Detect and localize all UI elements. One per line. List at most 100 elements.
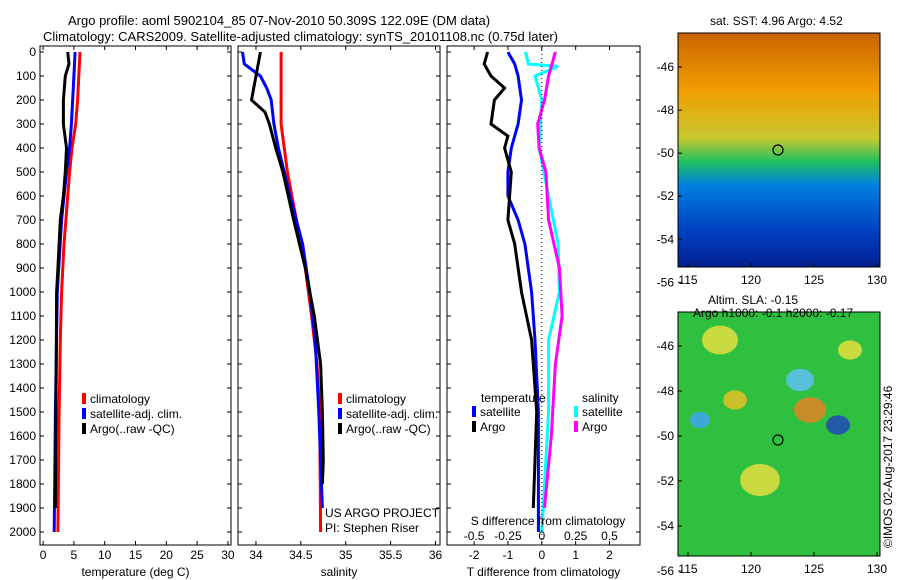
y-tick-label: 900 bbox=[16, 261, 36, 275]
y-tick-label: 700 bbox=[16, 213, 36, 227]
panel-frame-0 bbox=[39, 45, 232, 546]
map-top-profile-marker bbox=[772, 144, 784, 156]
map-top-label: sat. SST: 4.96 Argo: 4.52 bbox=[710, 14, 843, 28]
legend-item: satellite-adj. clim. bbox=[90, 407, 182, 421]
lon-tick-label: 130 bbox=[867, 273, 887, 287]
y-tick-label: 1400 bbox=[9, 381, 36, 395]
sla-anomaly bbox=[702, 325, 738, 355]
x-tick-label: 10 bbox=[98, 548, 112, 562]
x2-tick-label: -0.25 bbox=[494, 529, 522, 543]
lon-tick-label: 125 bbox=[804, 273, 824, 287]
x-tick-label: 0 bbox=[538, 548, 545, 562]
y-tick-label: 0 bbox=[29, 45, 36, 59]
legend-title-t: temperature bbox=[481, 391, 546, 405]
series-line-t-argo bbox=[482, 51, 539, 509]
series-line-climatology bbox=[279, 52, 323, 533]
y-tick-label: 600 bbox=[16, 189, 36, 203]
lon-tick-label: 115 bbox=[678, 273, 697, 287]
y-tick-label: 1500 bbox=[9, 405, 36, 419]
x-tick-label: 34 bbox=[249, 548, 263, 562]
map-top-image bbox=[677, 32, 881, 268]
x-axis-label: salinity bbox=[321, 565, 358, 579]
lat-tick-label: -48 bbox=[657, 103, 675, 117]
x-tick-label: 30 bbox=[221, 548, 235, 562]
y-tick-label: 400 bbox=[16, 141, 36, 155]
legend-item-swatch bbox=[574, 406, 578, 417]
y-tick-label: 1700 bbox=[9, 453, 36, 467]
legend-item-swatch bbox=[82, 393, 86, 404]
lat-tick-label: -48 bbox=[657, 384, 675, 398]
panel-frame-2 bbox=[446, 45, 641, 546]
y-tick-label: 1000 bbox=[9, 285, 36, 299]
lat-tick-label: -52 bbox=[657, 474, 675, 488]
legend-item-swatch bbox=[82, 408, 86, 419]
legend-item: climatology bbox=[90, 392, 150, 406]
x2-tick-label: 0 bbox=[538, 529, 545, 543]
lon-tick-label: 130 bbox=[867, 562, 887, 576]
legend-item: Argo(..raw -QC) bbox=[346, 422, 431, 436]
legend-item: Argo(..raw -QC) bbox=[90, 422, 175, 436]
sla-anomaly bbox=[740, 464, 780, 496]
x-tick-label: 20 bbox=[160, 548, 174, 562]
x2-tick-label: 0.25 bbox=[564, 529, 588, 543]
series-line-s-satellite bbox=[524, 51, 561, 533]
y-tick-label: 500 bbox=[16, 165, 36, 179]
x-tick-label: 36 bbox=[429, 548, 443, 562]
x-tick-label: 2 bbox=[606, 548, 613, 562]
lat-tick-label: -52 bbox=[657, 189, 675, 203]
x-tick-label: 15 bbox=[129, 548, 143, 562]
series-line-argo bbox=[53, 51, 71, 509]
map-bottom-label2: Argo h1000: -0.1 h2000: -0.17 bbox=[693, 306, 854, 320]
lat-tick-label: -50 bbox=[657, 429, 675, 443]
y-tick-label: 1100 bbox=[10, 309, 36, 323]
lon-tick-label: 125 bbox=[804, 562, 824, 576]
legend-title-s: salinity bbox=[582, 391, 619, 405]
y-tick-label: 800 bbox=[16, 237, 36, 251]
lat-tick-label: -46 bbox=[657, 339, 675, 353]
series-line-satellite-adj-clim- bbox=[241, 51, 324, 509]
legend-item: Argo bbox=[480, 420, 506, 434]
lon-tick-label: 120 bbox=[741, 273, 761, 287]
x-tick-label: 35 bbox=[339, 548, 353, 562]
legend-item: climatology bbox=[346, 392, 406, 406]
x-tick-label: 35.5 bbox=[379, 548, 403, 562]
lat-tick-label: -54 bbox=[657, 232, 675, 246]
legend-item-swatch bbox=[338, 408, 342, 419]
project-line1: US ARGO PROJECT bbox=[325, 506, 440, 520]
sla-anomaly bbox=[794, 397, 826, 423]
x2-tick-label: -0.5 bbox=[464, 529, 485, 543]
sla-anomaly bbox=[786, 368, 814, 392]
lat-tick-label: -54 bbox=[657, 519, 675, 533]
legend-item: satellite bbox=[582, 405, 623, 419]
sla-anomaly bbox=[838, 340, 862, 360]
legend-item: satellite bbox=[480, 405, 521, 419]
x2-axis-label: S difference from climatology bbox=[471, 514, 626, 528]
y-tick-label: 300 bbox=[16, 117, 36, 131]
panel-frame-1 bbox=[237, 45, 441, 546]
legend-item-swatch bbox=[338, 393, 342, 404]
map-bottom-label1: Altim. SLA: -0.15 bbox=[708, 293, 799, 307]
y-tick-label: 200 bbox=[16, 93, 36, 107]
series-line-argo bbox=[249, 51, 325, 485]
y-tick-label: 1200 bbox=[9, 333, 36, 347]
sla-anomaly bbox=[826, 415, 850, 435]
series-line-s-argo bbox=[536, 51, 564, 509]
legend-item: Argo bbox=[582, 420, 608, 434]
legend-item-swatch bbox=[82, 423, 86, 434]
title-line1: Argo profile: aoml 5902104_85 07-Nov-201… bbox=[68, 13, 491, 28]
lat-tick-label: -50 bbox=[657, 146, 675, 160]
lon-tick-label: 120 bbox=[741, 562, 761, 576]
x-tick-label: -2 bbox=[469, 548, 480, 562]
project-line2: PI: Stephen Riser bbox=[325, 521, 420, 535]
legend-item-swatch bbox=[472, 421, 476, 432]
sla-anomaly bbox=[723, 390, 747, 410]
x-tick-label: 25 bbox=[190, 548, 204, 562]
y-tick-label: 100 bbox=[16, 69, 36, 83]
y-tick-label: 1300 bbox=[9, 357, 36, 371]
map-bottom-profile-marker bbox=[772, 434, 784, 446]
lon-tick-label: 115 bbox=[678, 562, 697, 576]
x-tick-label: 1 bbox=[572, 548, 579, 562]
lat-tick-label: -46 bbox=[657, 60, 675, 74]
